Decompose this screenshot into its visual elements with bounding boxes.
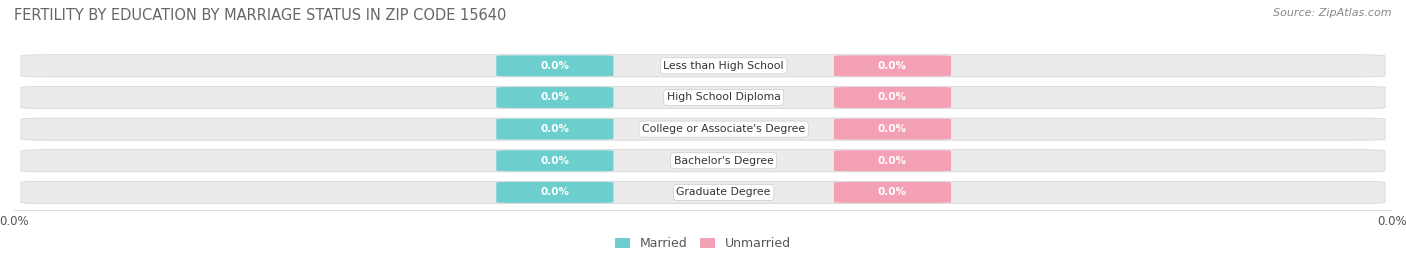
FancyBboxPatch shape — [834, 150, 950, 171]
FancyBboxPatch shape — [834, 87, 950, 108]
Legend: Married, Unmarried: Married, Unmarried — [610, 232, 796, 255]
Text: High School Diploma: High School Diploma — [666, 93, 780, 102]
Text: 0.0%: 0.0% — [877, 61, 907, 71]
Text: 0.0%: 0.0% — [540, 187, 569, 197]
Text: Source: ZipAtlas.com: Source: ZipAtlas.com — [1274, 8, 1392, 18]
Text: College or Associate's Degree: College or Associate's Degree — [643, 124, 806, 134]
FancyBboxPatch shape — [834, 182, 950, 203]
Text: 0.0%: 0.0% — [540, 93, 569, 102]
Text: 0.0%: 0.0% — [877, 124, 907, 134]
Text: 0.0%: 0.0% — [540, 61, 569, 71]
Text: 0.0%: 0.0% — [540, 156, 569, 166]
FancyBboxPatch shape — [834, 119, 950, 140]
FancyBboxPatch shape — [496, 87, 613, 108]
Text: FERTILITY BY EDUCATION BY MARRIAGE STATUS IN ZIP CODE 15640: FERTILITY BY EDUCATION BY MARRIAGE STATU… — [14, 8, 506, 23]
FancyBboxPatch shape — [496, 150, 613, 171]
Text: Bachelor's Degree: Bachelor's Degree — [673, 156, 773, 166]
FancyBboxPatch shape — [834, 55, 950, 76]
FancyBboxPatch shape — [21, 150, 1385, 172]
Text: 0.0%: 0.0% — [877, 156, 907, 166]
FancyBboxPatch shape — [496, 119, 613, 140]
FancyBboxPatch shape — [496, 55, 613, 76]
Text: 0.0%: 0.0% — [877, 187, 907, 197]
FancyBboxPatch shape — [21, 55, 1385, 77]
Text: Less than High School: Less than High School — [664, 61, 785, 71]
FancyBboxPatch shape — [21, 118, 1385, 140]
FancyBboxPatch shape — [21, 181, 1385, 203]
FancyBboxPatch shape — [21, 86, 1385, 109]
Text: 0.0%: 0.0% — [877, 93, 907, 102]
FancyBboxPatch shape — [496, 182, 613, 203]
Text: Graduate Degree: Graduate Degree — [676, 187, 770, 197]
Text: 0.0%: 0.0% — [540, 124, 569, 134]
